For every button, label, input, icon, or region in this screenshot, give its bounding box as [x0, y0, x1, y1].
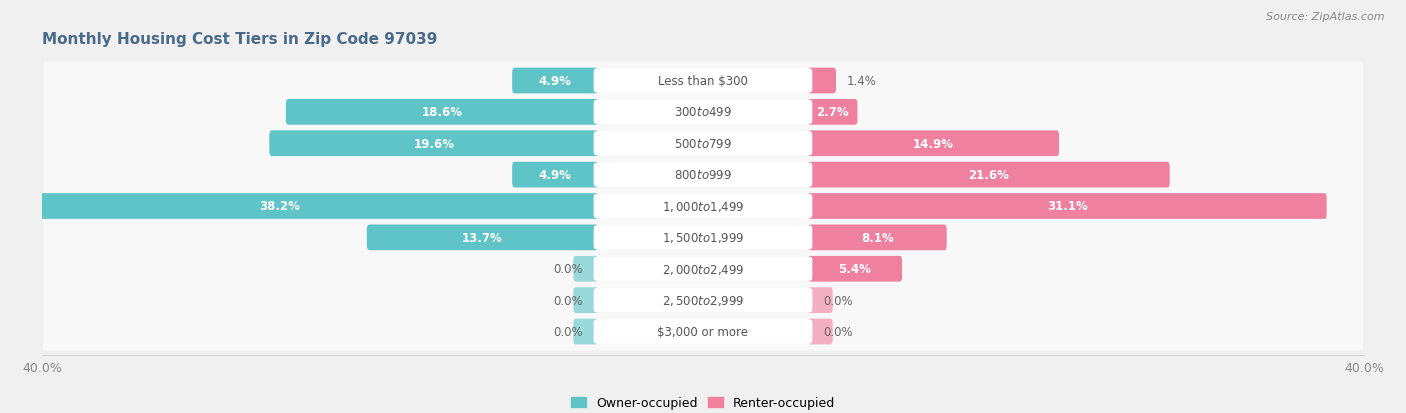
FancyBboxPatch shape [593, 257, 813, 281]
FancyBboxPatch shape [44, 281, 1362, 320]
FancyBboxPatch shape [593, 163, 813, 187]
FancyBboxPatch shape [44, 250, 1362, 288]
FancyBboxPatch shape [574, 319, 598, 344]
FancyBboxPatch shape [512, 162, 598, 188]
FancyBboxPatch shape [808, 69, 837, 94]
FancyBboxPatch shape [574, 287, 598, 313]
FancyBboxPatch shape [0, 194, 598, 219]
FancyBboxPatch shape [44, 93, 1362, 132]
Text: 0.0%: 0.0% [553, 325, 582, 338]
Text: 1.4%: 1.4% [846, 75, 876, 88]
FancyBboxPatch shape [808, 162, 1170, 188]
Text: Less than $300: Less than $300 [658, 75, 748, 88]
Text: 0.0%: 0.0% [553, 263, 582, 275]
FancyBboxPatch shape [44, 313, 1362, 351]
Text: 21.6%: 21.6% [969, 169, 1010, 182]
FancyBboxPatch shape [593, 226, 813, 250]
Text: Source: ZipAtlas.com: Source: ZipAtlas.com [1267, 12, 1385, 22]
Text: Monthly Housing Cost Tiers in Zip Code 97039: Monthly Housing Cost Tiers in Zip Code 9… [42, 32, 437, 47]
Text: 18.6%: 18.6% [422, 106, 463, 119]
FancyBboxPatch shape [593, 289, 813, 312]
Text: $1,000 to $1,499: $1,000 to $1,499 [662, 199, 744, 214]
Text: $1,500 to $1,999: $1,500 to $1,999 [662, 231, 744, 245]
Text: $2,000 to $2,499: $2,000 to $2,499 [662, 262, 744, 276]
FancyBboxPatch shape [285, 100, 598, 126]
FancyBboxPatch shape [512, 69, 598, 94]
Text: 0.0%: 0.0% [824, 325, 853, 338]
Text: 0.0%: 0.0% [553, 294, 582, 307]
Text: $800 to $999: $800 to $999 [673, 169, 733, 182]
Text: 0.0%: 0.0% [824, 294, 853, 307]
FancyBboxPatch shape [367, 225, 598, 251]
FancyBboxPatch shape [44, 188, 1362, 225]
FancyBboxPatch shape [574, 256, 598, 282]
FancyBboxPatch shape [808, 194, 1327, 219]
FancyBboxPatch shape [808, 256, 903, 282]
Text: 8.1%: 8.1% [860, 231, 894, 244]
FancyBboxPatch shape [808, 131, 1059, 157]
FancyBboxPatch shape [44, 125, 1362, 163]
Text: 14.9%: 14.9% [912, 138, 953, 150]
Text: 19.6%: 19.6% [413, 138, 454, 150]
FancyBboxPatch shape [44, 62, 1362, 100]
FancyBboxPatch shape [593, 132, 813, 156]
Text: $3,000 or more: $3,000 or more [658, 325, 748, 338]
FancyBboxPatch shape [593, 320, 813, 344]
Text: $300 to $499: $300 to $499 [673, 106, 733, 119]
FancyBboxPatch shape [44, 156, 1362, 194]
FancyBboxPatch shape [593, 101, 813, 124]
FancyBboxPatch shape [808, 225, 946, 251]
FancyBboxPatch shape [593, 195, 813, 218]
Text: 5.4%: 5.4% [838, 263, 872, 275]
FancyBboxPatch shape [270, 131, 598, 157]
FancyBboxPatch shape [808, 287, 832, 313]
Text: 38.2%: 38.2% [260, 200, 301, 213]
FancyBboxPatch shape [593, 69, 813, 93]
Legend: Owner-occupied, Renter-occupied: Owner-occupied, Renter-occupied [567, 392, 839, 413]
Text: $500 to $799: $500 to $799 [673, 138, 733, 150]
FancyBboxPatch shape [808, 100, 858, 126]
Text: 4.9%: 4.9% [538, 169, 572, 182]
Text: 13.7%: 13.7% [463, 231, 503, 244]
Text: 4.9%: 4.9% [538, 75, 572, 88]
Text: 2.7%: 2.7% [817, 106, 849, 119]
FancyBboxPatch shape [44, 219, 1362, 257]
Text: 31.1%: 31.1% [1047, 200, 1088, 213]
FancyBboxPatch shape [808, 319, 832, 344]
Text: $2,500 to $2,999: $2,500 to $2,999 [662, 293, 744, 307]
